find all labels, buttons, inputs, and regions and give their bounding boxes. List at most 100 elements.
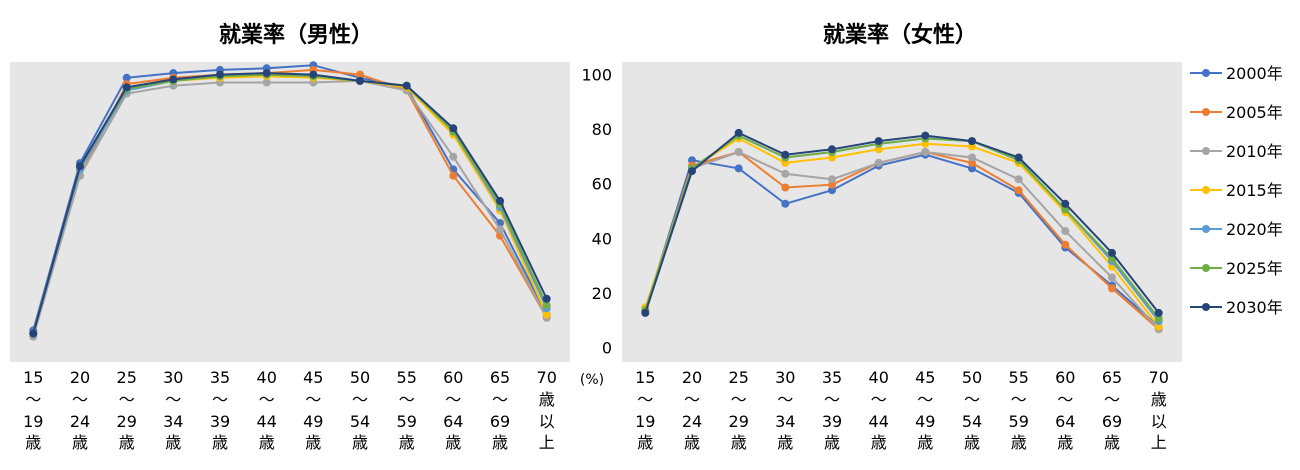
data-point-female-6-0 [641, 308, 650, 317]
x-tick-label-male-5-2: 44 [257, 412, 277, 431]
x-tick-label-female-7-3: 歳 [964, 433, 980, 452]
legend-marker-2 [1202, 147, 1210, 155]
x-tick-label-female-0-2: 19 [635, 412, 655, 431]
x-tick-label-male-9-0: 60 [443, 368, 463, 387]
x-tick-label-female-10-0: 65 [1102, 368, 1122, 387]
data-point-male-6-0 [29, 329, 38, 338]
data-point-female-6-2 [734, 128, 743, 137]
x-tick-label-female-9-0: 60 [1055, 368, 1075, 387]
data-point-female-3-5 [874, 145, 883, 154]
x-tick-label-female-8-2: 59 [1009, 412, 1029, 431]
x-tick-label-female-0-1: 〜 [637, 390, 653, 409]
x-tick-label-male-7-3: 歳 [352, 433, 368, 452]
x-tick-label-male-3-0: 30 [163, 368, 183, 387]
x-tick-label-male-9-3: 歳 [445, 433, 461, 452]
x-tick-label-male-3-3: 歳 [165, 433, 181, 452]
data-point-female-1-8 [1014, 186, 1023, 195]
x-tick-label-female-10-1: 〜 [1104, 390, 1120, 409]
legend-label-3: 2015年 [1226, 181, 1283, 200]
x-tick-labels-female: 15 〜 19 歳 20 〜 24 歳 25 〜 29 歳 30 〜 34 歳 35 〜 39 歳 40 〜 44 歳 45 〜 4… [635, 368, 1169, 452]
x-tick-label-female-6-1: 〜 [917, 390, 933, 409]
x-tick-label-male-7-0: 50 [350, 368, 370, 387]
data-point-female-1-9 [1061, 240, 1070, 249]
series-line-female-3 [644, 137, 1160, 328]
x-tick-label-female-0-0: 15 [635, 368, 655, 387]
x-tick-label-female-2-0: 25 [729, 368, 749, 387]
data-point-female-0-2 [734, 164, 743, 173]
x-tick-label-female-11-3: 上 [1151, 433, 1167, 452]
x-tick-label-female-3-1: 〜 [777, 390, 793, 409]
x-tick-label-male-2-1: 〜 [119, 390, 135, 409]
data-point-male-6-5 [262, 69, 271, 78]
x-tick-label-female-3-0: 30 [775, 368, 795, 387]
x-tick-label-male-9-1: 〜 [445, 390, 461, 409]
y-axis-unit-label: (%) [580, 372, 604, 388]
data-point-male-2-9 [449, 152, 458, 161]
data-point-female-1-10 [1108, 284, 1116, 293]
data-point-female-2-4 [828, 175, 836, 184]
x-tick-label-male-0-1: 〜 [25, 390, 41, 409]
x-tick-label-female-7-0: 50 [962, 368, 982, 387]
data-point-female-6-6 [921, 131, 930, 140]
x-tick-label-female-2-1: 〜 [731, 390, 747, 409]
legend-marker-3 [1202, 186, 1210, 194]
x-tick-label-female-9-1: 〜 [1057, 390, 1073, 409]
x-tick-label-female-5-1: 〜 [871, 390, 887, 409]
x-tick-label-male-2-3: 歳 [119, 433, 135, 452]
x-tick-label-female-10-2: 69 [1102, 412, 1122, 431]
x-tick-label-male-6-1: 〜 [305, 390, 321, 409]
series-line-female-6 [644, 131, 1160, 314]
data-point-female-0-3 [781, 199, 790, 208]
y-tick-label-5: 100 [581, 66, 612, 85]
x-tick-label-male-10-3: 歳 [492, 433, 508, 452]
x-tick-label-female-4-2: 39 [822, 412, 842, 431]
series-line-male-0 [32, 64, 548, 331]
x-tick-label-male-8-1: 〜 [399, 390, 415, 409]
data-point-female-1-3 [781, 183, 790, 192]
data-point-female-3-4 [828, 153, 836, 162]
series-group-female [641, 128, 1163, 334]
x-tick-label-male-6-2: 49 [303, 412, 323, 431]
data-point-female-2-5 [874, 158, 883, 167]
data-point-male-6-10 [496, 196, 504, 205]
x-tick-label-female-4-1: 〜 [824, 390, 840, 409]
data-point-male-6-4 [216, 70, 224, 79]
x-tick-label-female-6-2: 49 [915, 412, 935, 431]
x-tick-label-male-2-0: 25 [117, 368, 137, 387]
x-tick-label-male-10-0: 65 [490, 368, 510, 387]
data-point-male-6-11 [542, 294, 551, 303]
data-point-male-0-2 [122, 73, 131, 82]
data-point-female-2-3 [781, 169, 790, 178]
x-tick-label-female-1-2: 24 [682, 412, 702, 431]
data-point-male-3-11 [542, 310, 551, 319]
data-point-female-5-11 [1154, 314, 1163, 323]
data-point-male-1-7 [356, 70, 364, 79]
legend-label-4: 2020年 [1226, 220, 1283, 239]
legend: 2000年 2005年 2010年 2015年 2020年 2025年 2030年 [1190, 64, 1283, 317]
data-point-female-2-10 [1108, 273, 1116, 282]
x-tick-label-female-9-3: 歳 [1057, 433, 1073, 452]
x-tick-label-male-5-0: 40 [257, 368, 277, 387]
data-point-male-6-1 [76, 162, 84, 171]
x-tick-label-female-5-3: 歳 [871, 433, 887, 452]
x-tick-label-male-3-2: 34 [163, 412, 183, 431]
legend-label-1: 2005年 [1226, 103, 1283, 122]
x-tick-label-male-5-3: 歳 [259, 433, 275, 452]
x-tick-label-female-0-3: 歳 [637, 433, 653, 452]
x-tick-label-male-10-1: 〜 [492, 390, 508, 409]
x-tick-label-female-8-3: 歳 [1011, 433, 1027, 452]
x-tick-label-male-1-3: 歳 [72, 433, 88, 452]
x-tick-label-male-11-1: 歳 [539, 390, 555, 409]
y-tick-label-4: 80 [592, 120, 612, 139]
data-point-male-5-11 [542, 301, 551, 310]
data-point-female-2-7 [968, 153, 976, 162]
data-point-female-6-7 [968, 137, 976, 146]
data-point-female-6-11 [1154, 308, 1163, 317]
y-tick-labels: 0 20 40 60 80 100 [581, 66, 612, 358]
x-tick-label-female-5-2: 44 [869, 412, 889, 431]
x-tick-label-female-11-1: 歳 [1151, 390, 1167, 409]
data-point-female-6-5 [874, 137, 883, 146]
y-tick-label-2: 40 [592, 229, 612, 248]
data-point-female-6-10 [1108, 248, 1116, 257]
